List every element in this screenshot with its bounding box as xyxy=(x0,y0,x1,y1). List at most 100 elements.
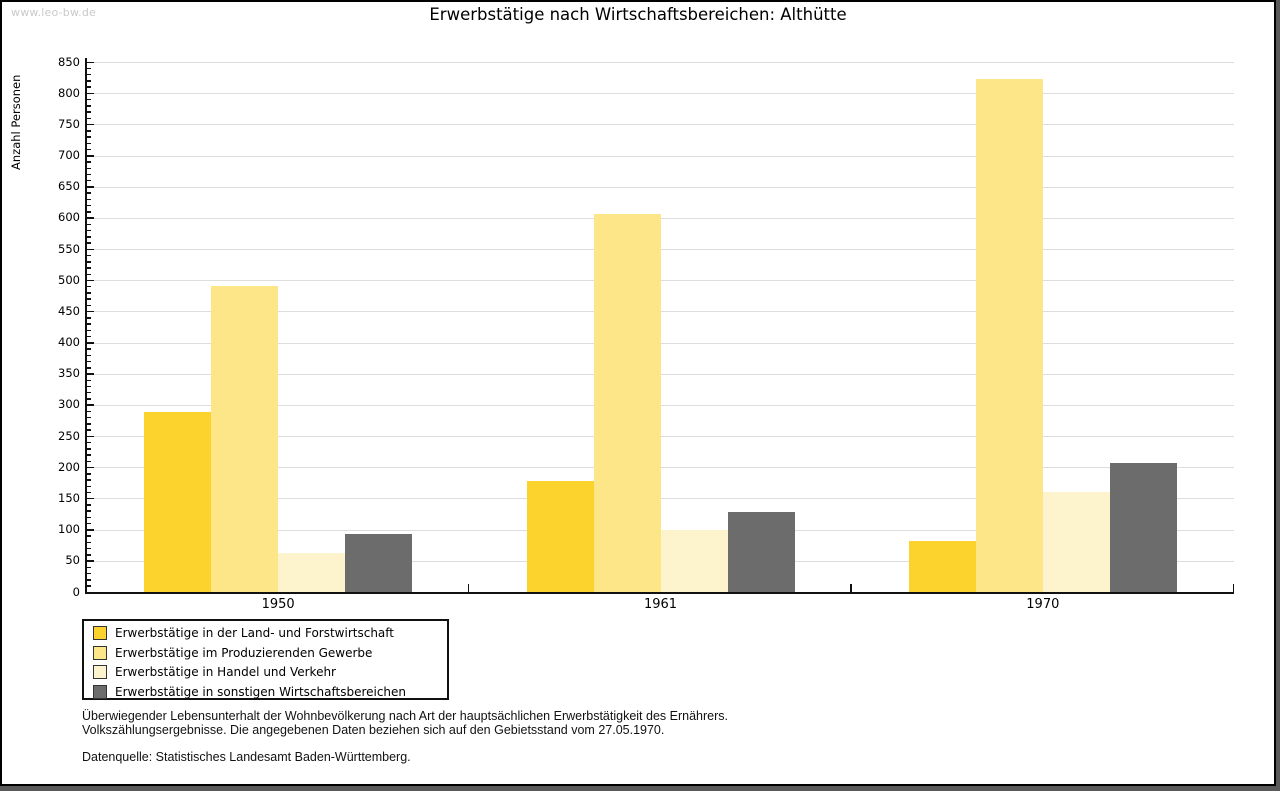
y-tick-minor xyxy=(87,454,91,456)
chart-title: Erwerbstätige nach Wirtschaftsbereichen:… xyxy=(429,5,847,24)
bar-1950-series4 xyxy=(345,534,413,592)
y-tick-minor xyxy=(87,136,91,138)
y-tick-minor xyxy=(87,367,91,369)
x-tick xyxy=(1232,584,1234,592)
y-tick-minor xyxy=(87,429,91,431)
y-tick-minor xyxy=(87,298,91,300)
gridline xyxy=(87,498,1234,500)
x-axis-label-1950: 1950 xyxy=(261,597,295,612)
y-tick-minor xyxy=(87,535,91,537)
y-tick-minor xyxy=(87,473,91,475)
y-tick-minor xyxy=(87,273,91,275)
bar-1950-series1 xyxy=(144,411,212,592)
y-tick-minor xyxy=(87,261,91,263)
legend-swatch-icon xyxy=(93,645,107,660)
legend-label: Erwerbstätige in der Land- und Forstwirt… xyxy=(115,626,394,640)
y-tick-minor xyxy=(87,111,91,113)
y-tick-major xyxy=(87,279,94,282)
y-tick-minor xyxy=(87,204,91,207)
y-tick-major xyxy=(87,529,94,531)
y-tick-label: 250 xyxy=(58,428,80,443)
y-tick-minor xyxy=(87,585,91,587)
y-tick-major xyxy=(87,466,94,469)
x-axis-label-1961: 1961 xyxy=(643,597,678,612)
y-tick-major xyxy=(87,92,94,95)
y-tick-label: 0 xyxy=(72,584,80,599)
y-axis-title: Anzahl Personen xyxy=(9,74,23,170)
y-tick-minor xyxy=(87,236,91,238)
x-tick xyxy=(467,584,470,592)
y-tick-major xyxy=(87,342,94,344)
y-tick-minor xyxy=(87,285,91,288)
y-tick-major xyxy=(87,497,94,500)
bar-1961-series1 xyxy=(526,481,594,592)
y-tick-label: 400 xyxy=(58,335,80,350)
bar-1961-series4 xyxy=(727,512,795,592)
y-tick-minor xyxy=(87,211,91,213)
legend-label: Erwerbstätige in Handel und Verkehr xyxy=(115,665,336,679)
y-tick-minor xyxy=(87,541,91,544)
gridline xyxy=(87,436,1234,438)
y-tick-minor xyxy=(87,410,91,413)
footnote-line-2: Volkszählungsergebnisse. Die angegebenen… xyxy=(82,723,665,737)
y-tick-minor xyxy=(87,554,91,556)
gridline xyxy=(87,124,1234,126)
y-tick-minor xyxy=(87,323,91,325)
y-tick-minor xyxy=(87,479,91,481)
y-tick-minor xyxy=(87,267,91,269)
y-tick-minor xyxy=(87,117,91,120)
y-tick-minor xyxy=(87,385,91,388)
y-tick-minor xyxy=(87,566,91,569)
y-tick-minor xyxy=(87,441,91,444)
y-tick-minor xyxy=(87,130,91,132)
y-tick-minor xyxy=(87,391,91,394)
legend: Erwerbstätige in der Land- und Forstwirt… xyxy=(82,619,449,700)
y-tick-major xyxy=(87,248,94,251)
y-tick-major xyxy=(87,310,94,313)
y-tick-minor xyxy=(87,335,91,338)
y-tick-label: 50 xyxy=(65,553,80,568)
y-tick-minor xyxy=(87,179,91,182)
y-tick-minor xyxy=(87,329,91,332)
gridline xyxy=(87,217,1234,219)
y-tick-major xyxy=(87,217,94,219)
gridline xyxy=(87,280,1234,282)
y-tick-minor xyxy=(87,522,91,525)
y-tick-minor xyxy=(87,223,91,226)
bar-1970-series3 xyxy=(1042,492,1110,592)
legend-item: Erwerbstätige im Produzierenden Gewerbe xyxy=(84,644,447,663)
y-tick-minor xyxy=(87,192,91,194)
y-tick-minor xyxy=(87,485,91,487)
y-tick-minor xyxy=(87,423,91,425)
y-tick-minor xyxy=(87,173,91,176)
y-tick-major xyxy=(87,155,94,157)
legend-label: Erwerbstätige in sonstigen Wirtschaftsbe… xyxy=(115,684,407,699)
y-tick-minor xyxy=(87,304,91,307)
y-tick-label: 150 xyxy=(58,490,80,505)
y-tick-minor xyxy=(87,504,91,506)
y-tick-minor xyxy=(87,379,91,381)
y-tick-label: 200 xyxy=(58,459,80,474)
legend-label: Erwerbstätige im Produzierenden Gewerbe xyxy=(115,645,373,660)
y-tick-minor xyxy=(87,448,91,450)
y-tick-minor xyxy=(87,491,91,494)
y-tick-minor xyxy=(87,317,91,319)
gridline xyxy=(87,155,1234,157)
bar-1970-series1 xyxy=(908,540,976,592)
y-tick-minor xyxy=(87,229,91,232)
gridline xyxy=(87,404,1234,406)
legend-item: Erwerbstätige in der Land- und Forstwirt… xyxy=(84,624,447,643)
y-tick-minor xyxy=(87,98,91,101)
y-tick-minor xyxy=(87,572,91,575)
y-tick-label: 700 xyxy=(58,148,80,163)
y-tick-label: 300 xyxy=(58,397,80,412)
y-tick-minor xyxy=(87,80,91,82)
y-tick-minor xyxy=(87,292,91,294)
y-tick-major xyxy=(87,123,94,126)
y-tick-minor xyxy=(87,398,91,400)
bar-1961-series3 xyxy=(660,529,728,592)
y-tick-label: 650 xyxy=(58,179,80,194)
y-axis-line xyxy=(85,58,87,594)
legend-swatch-icon xyxy=(93,684,107,699)
